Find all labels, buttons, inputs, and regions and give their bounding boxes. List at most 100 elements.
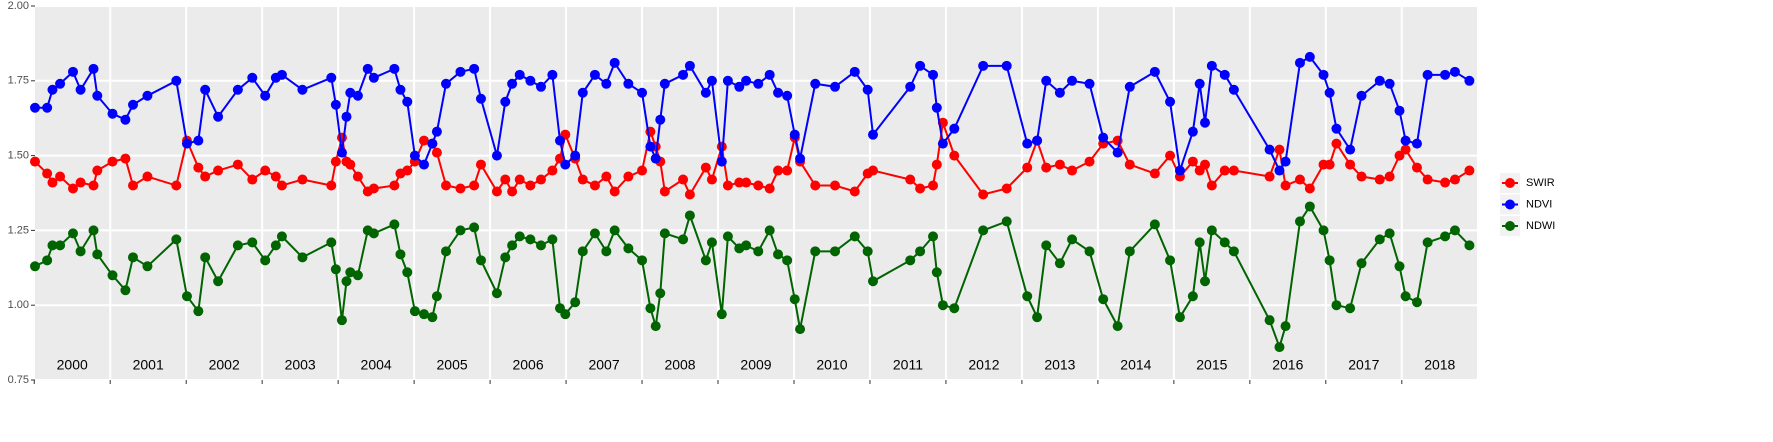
x-tick-label: 2002 <box>209 357 240 373</box>
data-point <box>1200 159 1211 170</box>
data-point <box>409 150 420 161</box>
legend-label: SWIR <box>1526 177 1555 189</box>
data-point <box>535 240 546 251</box>
data-point <box>120 153 131 164</box>
data-point <box>418 135 429 146</box>
data-point <box>773 87 784 98</box>
data-point <box>535 81 546 92</box>
data-point <box>1098 132 1109 143</box>
data-point <box>475 93 486 104</box>
data-point <box>193 162 204 173</box>
data-point <box>42 255 53 266</box>
data-point <box>753 246 764 257</box>
data-point <box>507 78 518 89</box>
data-point <box>1165 255 1176 266</box>
data-point <box>862 246 873 257</box>
data-point <box>554 135 565 146</box>
data-point <box>491 150 502 161</box>
data-point <box>623 171 634 182</box>
data-point <box>276 231 287 242</box>
data-point <box>547 165 558 176</box>
data-point <box>1001 183 1012 194</box>
data-point <box>247 72 258 83</box>
data-point <box>1067 165 1078 176</box>
data-point <box>1394 261 1405 272</box>
data-point <box>1449 174 1460 185</box>
data-point <box>1318 69 1329 80</box>
data-point <box>47 84 58 95</box>
data-point <box>1440 231 1451 242</box>
data-point <box>120 285 131 296</box>
data-point <box>645 141 656 152</box>
x-tick-label: 2006 <box>512 357 543 373</box>
data-point <box>336 147 347 158</box>
data-point <box>830 246 841 257</box>
legend-point <box>1505 221 1515 231</box>
data-point <box>637 255 648 266</box>
data-point <box>1440 177 1451 188</box>
data-point <box>560 159 571 170</box>
data-point <box>1400 135 1411 146</box>
data-point <box>782 165 793 176</box>
data-point <box>1411 138 1422 149</box>
x-tick-label: 2008 <box>664 357 695 373</box>
data-point <box>830 180 841 191</box>
data-point <box>700 87 711 98</box>
data-point <box>1041 75 1052 86</box>
data-point <box>1206 225 1217 236</box>
data-point <box>1022 138 1033 149</box>
data-point <box>30 156 40 167</box>
data-point <box>171 234 182 245</box>
data-point <box>1264 171 1275 182</box>
data-point <box>1384 228 1395 239</box>
data-point <box>1356 90 1367 101</box>
x-tick-label: 2004 <box>361 357 392 373</box>
data-point <box>1331 123 1342 134</box>
data-point <box>1374 75 1385 86</box>
data-point <box>260 255 271 266</box>
data-point <box>1124 159 1135 170</box>
data-point <box>678 69 689 80</box>
data-point <box>810 180 821 191</box>
data-point <box>297 252 308 263</box>
data-point <box>1194 78 1205 89</box>
data-point <box>491 288 502 299</box>
data-point <box>1032 135 1043 146</box>
legend-label: NDVI <box>1526 198 1552 210</box>
data-point <box>1187 291 1198 302</box>
data-point <box>469 180 480 191</box>
data-point <box>75 177 86 188</box>
data-point <box>1041 162 1052 173</box>
data-point <box>931 159 942 170</box>
data-point <box>547 234 558 245</box>
data-point <box>716 309 727 320</box>
data-point <box>915 246 926 257</box>
data-point <box>1345 303 1356 314</box>
data-point <box>741 75 752 86</box>
data-point <box>577 246 588 257</box>
data-point <box>247 174 258 185</box>
data-point <box>297 174 308 185</box>
data-point <box>200 252 211 263</box>
data-point <box>1264 144 1275 155</box>
data-point <box>1374 234 1385 245</box>
data-point <box>1324 159 1335 170</box>
data-point <box>1067 234 1078 245</box>
data-point <box>1324 255 1335 266</box>
data-point <box>1400 144 1411 155</box>
data-point <box>75 246 86 257</box>
data-point <box>418 309 429 320</box>
data-point <box>213 111 224 122</box>
data-point <box>55 240 66 251</box>
data-point <box>120 114 131 125</box>
legend-point <box>1505 178 1515 188</box>
data-point <box>427 312 438 323</box>
data-point <box>1112 321 1123 332</box>
data-point <box>368 72 379 83</box>
data-point <box>570 297 581 308</box>
data-point <box>341 276 352 287</box>
data-point <box>389 219 400 230</box>
data-point <box>42 102 53 113</box>
data-point <box>431 126 442 137</box>
data-point <box>1400 291 1411 302</box>
